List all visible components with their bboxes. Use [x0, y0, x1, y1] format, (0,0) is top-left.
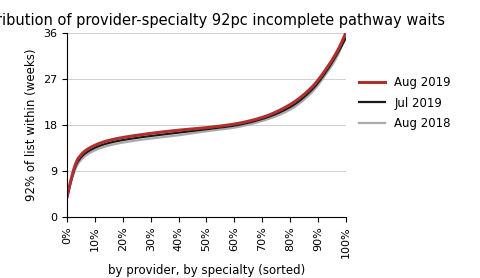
Aug 2019: [190, 127, 196, 131]
X-axis label: by provider, by specialty (sorted): by provider, by specialty (sorted): [108, 264, 305, 277]
Jul 2019: [114, 140, 120, 143]
Jul 2019: [274, 112, 280, 115]
Aug 2019: [136, 133, 142, 137]
Line: Aug 2018: Aug 2018: [67, 36, 346, 197]
Jul 2019: [64, 195, 70, 198]
Aug 2018: [114, 142, 120, 145]
Aug 2019: [274, 110, 280, 113]
Aug 2018: [64, 195, 70, 198]
Aug 2018: [228, 126, 234, 130]
Jul 2019: [190, 129, 196, 133]
Legend: Aug 2019, Jul 2019, Aug 2018: Aug 2019, Jul 2019, Aug 2018: [354, 72, 456, 134]
Jul 2019: [343, 37, 348, 40]
Aug 2018: [274, 114, 280, 118]
Line: Jul 2019: Jul 2019: [67, 38, 346, 197]
Aug 2019: [114, 137, 120, 140]
Aug 2019: [64, 195, 70, 198]
Jul 2019: [136, 136, 142, 139]
Aug 2019: [250, 118, 256, 122]
Y-axis label: 92% of list within (weeks): 92% of list within (weeks): [24, 49, 37, 201]
Aug 2018: [136, 138, 142, 142]
Title: Distribution of provider-specialty 92pc incomplete pathway waits: Distribution of provider-specialty 92pc …: [0, 13, 445, 28]
Aug 2019: [228, 123, 234, 126]
Jul 2019: [228, 125, 234, 128]
Aug 2019: [343, 32, 348, 35]
Aug 2018: [343, 34, 348, 38]
Aug 2018: [190, 131, 196, 135]
Jul 2019: [250, 120, 256, 123]
Line: Aug 2019: Aug 2019: [67, 33, 346, 197]
Aug 2018: [250, 122, 256, 125]
